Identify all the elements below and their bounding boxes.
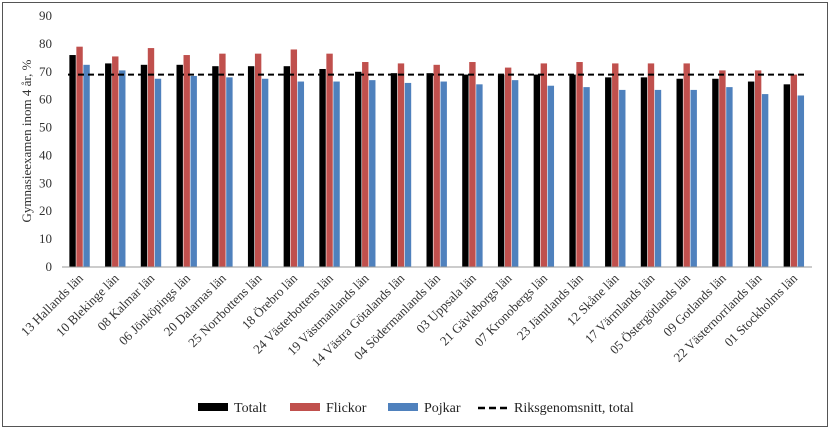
bar-flickor bbox=[576, 62, 583, 267]
bar-flickor bbox=[469, 62, 476, 267]
y-tick-label: 10 bbox=[39, 231, 52, 246]
y-axis: 0 10 20 30 40 50 60 70 80 90 bbox=[39, 8, 52, 274]
legend-label: Riksgenomsnitt, total bbox=[514, 401, 634, 416]
bar-totalt bbox=[355, 71, 362, 267]
bar-flickor bbox=[433, 64, 440, 267]
legend: Totalt Flickor Pojkar Riksgenomsnitt, total bbox=[198, 401, 634, 416]
y-tick-label: 80 bbox=[39, 36, 52, 51]
legend-swatch bbox=[198, 403, 228, 411]
bar-totalt bbox=[640, 77, 648, 267]
y-tick-label: 70 bbox=[39, 64, 52, 79]
bar-flickor bbox=[504, 67, 512, 267]
bar-pojkar bbox=[404, 82, 412, 268]
bar-totalt bbox=[569, 74, 576, 267]
bar-flickor bbox=[183, 55, 190, 267]
bar-flickor bbox=[397, 63, 405, 267]
legend-label: Totalt bbox=[234, 401, 267, 416]
bar-totalt bbox=[605, 77, 612, 267]
bar-totalt bbox=[497, 74, 505, 267]
bar-totalt bbox=[140, 64, 148, 267]
bar-totalt bbox=[676, 78, 683, 267]
y-tick-label: 50 bbox=[39, 120, 52, 135]
y-tick-label: 40 bbox=[39, 147, 52, 162]
bar-pojkar bbox=[797, 95, 805, 267]
bar-flickor bbox=[719, 70, 726, 267]
bar-pojkar bbox=[226, 77, 233, 267]
bar-flickor bbox=[219, 53, 226, 268]
bar-pojkar bbox=[547, 85, 555, 267]
y-tick-label: 60 bbox=[39, 92, 52, 107]
bar-pojkar bbox=[511, 80, 519, 267]
bar-pojkar bbox=[619, 89, 626, 267]
bar-pojkar bbox=[726, 87, 733, 268]
bar-pojkar bbox=[440, 81, 447, 267]
bar-pojkar bbox=[583, 87, 590, 268]
bar-flickor bbox=[112, 56, 119, 267]
bar-pojkar bbox=[369, 80, 376, 267]
legend-label: Flickor bbox=[326, 401, 367, 416]
y-tick-label: 30 bbox=[39, 175, 52, 190]
bar-totalt bbox=[212, 66, 219, 267]
bar-flickor bbox=[790, 74, 798, 267]
bar-totalt bbox=[712, 78, 719, 267]
bar-totalt bbox=[176, 64, 183, 267]
legend-label: Pojkar bbox=[424, 401, 461, 416]
bar-flickor bbox=[612, 63, 619, 267]
bars bbox=[69, 46, 805, 268]
y-axis-label: Gymnasieexamen inom 4 år, % bbox=[19, 59, 34, 222]
bar-flickor bbox=[147, 48, 155, 267]
chart-frame bbox=[2, 2, 828, 427]
bar-flickor bbox=[290, 49, 298, 267]
bar-totalt bbox=[247, 66, 255, 267]
bar-pojkar bbox=[83, 64, 90, 267]
bar-flickor bbox=[683, 63, 690, 267]
bar-totalt bbox=[69, 55, 76, 267]
y-tick-label: 0 bbox=[46, 259, 53, 274]
bar-pojkar bbox=[190, 75, 197, 268]
bar-pojkar bbox=[333, 81, 340, 267]
bar-pojkar bbox=[690, 89, 697, 267]
y-tick-label: 90 bbox=[39, 8, 52, 23]
bar-totalt bbox=[533, 74, 541, 267]
bar-pojkar bbox=[476, 84, 483, 267]
bar-flickor bbox=[326, 53, 333, 268]
bar-pojkar bbox=[119, 70, 126, 267]
legend-swatch bbox=[290, 403, 320, 411]
bar-totalt bbox=[390, 73, 398, 267]
bar-pojkar bbox=[654, 89, 662, 267]
bar-totalt bbox=[283, 66, 291, 267]
bar-totalt bbox=[426, 73, 433, 267]
bar-flickor bbox=[254, 53, 262, 268]
bar-totalt bbox=[462, 74, 469, 267]
bar-totalt bbox=[319, 68, 326, 268]
legend-swatch bbox=[388, 403, 418, 411]
bar-flickor bbox=[76, 46, 83, 268]
bar-totalt bbox=[783, 84, 791, 267]
bar-pojkar bbox=[154, 78, 162, 267]
bar-flickor bbox=[647, 63, 655, 267]
bar-pojkar bbox=[297, 81, 305, 267]
bar-flickor bbox=[362, 62, 369, 267]
bar-pojkar bbox=[261, 78, 269, 267]
bar-totalt bbox=[747, 81, 755, 267]
bar-pojkar bbox=[761, 94, 769, 267]
y-tick-label: 20 bbox=[39, 203, 52, 218]
bar-totalt bbox=[105, 63, 112, 267]
bar-flickor bbox=[540, 63, 548, 267]
bar-flickor bbox=[754, 70, 762, 267]
